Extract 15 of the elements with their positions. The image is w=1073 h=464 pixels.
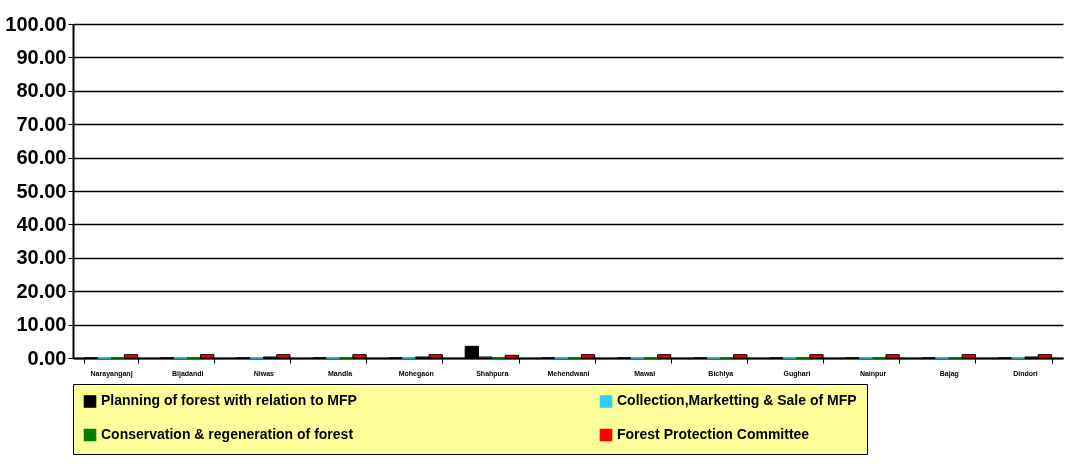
y-tick-label: 10.00 bbox=[16, 313, 67, 336]
y-tick-label: 70.00 bbox=[16, 112, 67, 135]
legend-label: Collection,Marketting & Sale of MFP bbox=[617, 392, 857, 409]
y-tick-label: 0.00 bbox=[27, 346, 67, 369]
y-tick-label: 50.00 bbox=[16, 179, 67, 202]
legend-label: Forest Protection Committee bbox=[617, 426, 810, 442]
legend-label: Conservation & regeneration of forest bbox=[101, 426, 354, 442]
y-tick-label: 60.00 bbox=[16, 146, 67, 169]
y-tick-label: 40.00 bbox=[16, 212, 67, 235]
y-tick-label: 80.00 bbox=[16, 79, 67, 102]
y-tick-label: 30.00 bbox=[16, 246, 67, 269]
y-tick-label: 20.00 bbox=[16, 279, 67, 302]
y-tick-label: 100.00 bbox=[5, 12, 67, 35]
legend-label: Planning of forest with relation to MFP bbox=[101, 392, 357, 409]
y-tick-label: 90.00 bbox=[16, 45, 67, 68]
